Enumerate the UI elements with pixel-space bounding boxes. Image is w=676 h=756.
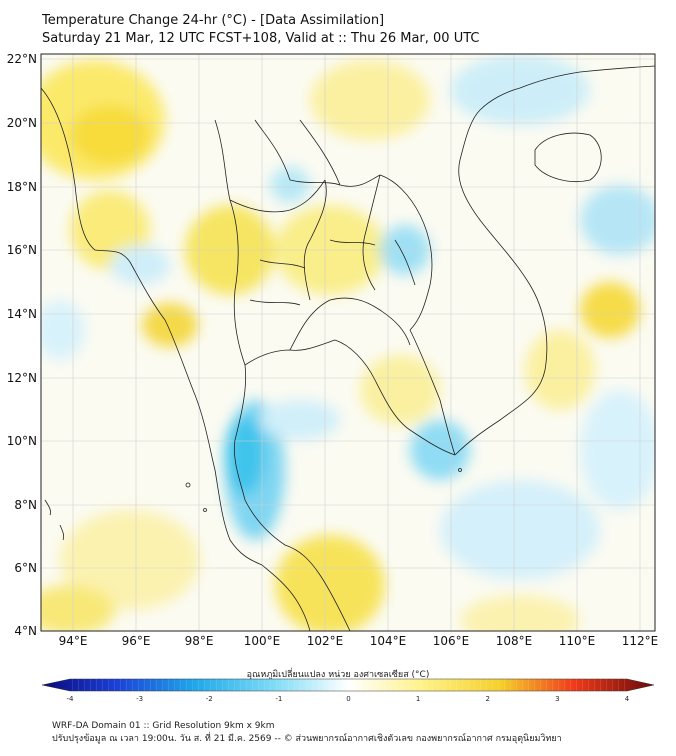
- lat-label: 18°N: [7, 180, 37, 194]
- map-frame: [40, 53, 656, 632]
- lat-label: 6°N: [14, 561, 37, 575]
- colorbar: -4 -3 -2 -1 0 1 2 3 4: [41, 678, 655, 703]
- lat-label: 16°N: [7, 243, 37, 257]
- lon-label: 108°E: [496, 634, 533, 648]
- colorbar-tick: -3: [136, 695, 143, 703]
- lat-label: 20°N: [7, 116, 37, 130]
- title-line-2: Saturday 21 Mar, 12 UTC FCST+108, Valid …: [42, 31, 480, 46]
- graticule: [41, 54, 655, 631]
- title-line-1: Temperature Change 24-hr (°C) - [Data As…: [42, 13, 385, 28]
- map-title: Temperature Change 24-hr (°C) - [Data As…: [42, 12, 480, 48]
- colorbar-title: อุณหภูมิเปลี่ยนแปลง หน่วย องศาเซลเซียส (…: [246, 670, 430, 680]
- latitude-labels: 22°N 20°N 18°N 16°N 14°N 12°N 10°N 8°N 6…: [7, 52, 37, 638]
- lat-label: 22°N: [7, 52, 37, 66]
- lon-label: 100°E: [244, 634, 281, 648]
- lon-label: 96°E: [122, 634, 151, 648]
- lon-label: 104°E: [370, 634, 407, 648]
- coastlines-borders: [41, 65, 655, 631]
- temperature-change-map: 22°N 20°N 18°N 16°N 14°N 12°N 10°N 8°N 6…: [7, 52, 659, 648]
- lon-label: 98°E: [185, 634, 214, 648]
- lat-label: 12°N: [7, 371, 37, 385]
- footer-line-1: WRF-DA Domain 01 :: Grid Resolution 9km …: [52, 721, 275, 731]
- colorbar-tick: 0: [346, 695, 350, 703]
- lon-label: 102°E: [307, 634, 344, 648]
- lat-label: 4°N: [14, 624, 37, 638]
- colorbar-tick: -4: [67, 695, 75, 703]
- longitude-labels: 94°E 96°E 98°E 100°E 102°E 104°E 106°E 1…: [59, 634, 659, 648]
- lat-label: 10°N: [7, 434, 37, 448]
- colorbar-tick: -2: [206, 695, 213, 703]
- lon-label: 106°E: [433, 634, 470, 648]
- footer: WRF-DA Domain 01 :: Grid Resolution 9km …: [52, 720, 562, 746]
- lon-label: 112°E: [622, 634, 659, 648]
- colorbar-tick: 2: [485, 695, 489, 703]
- colorbar-tick: 1: [416, 695, 420, 703]
- lon-label: 110°E: [559, 634, 596, 648]
- lat-label: 14°N: [7, 307, 37, 321]
- colorbar-tick: 4: [625, 695, 630, 703]
- lat-label: 8°N: [14, 498, 37, 512]
- colorbar-tick: 3: [555, 695, 559, 703]
- colorbar-tick: -1: [275, 695, 282, 703]
- lon-label: 94°E: [59, 634, 88, 648]
- temperature-field: [41, 54, 655, 631]
- footer-line-2: ปรับปรุงข้อมูล ณ เวลา 19:00น. วัน ส. ที่…: [52, 734, 562, 744]
- colorbar-ticks: -4 -3 -2 -1 0 1 2 3 4: [67, 695, 630, 703]
